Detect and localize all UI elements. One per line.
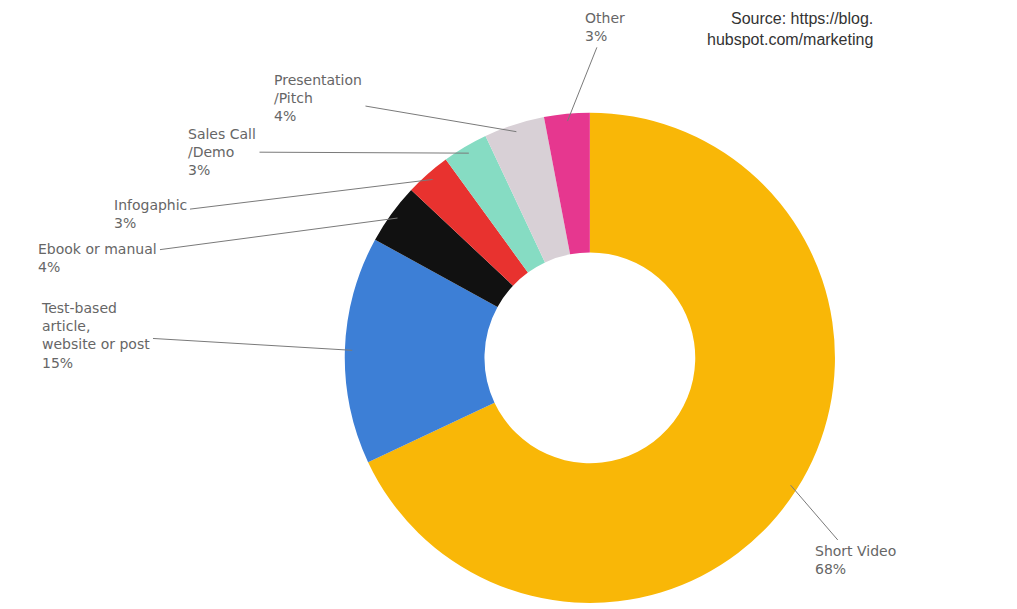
svg-text:Infogaphic3%: Infogaphic3% bbox=[114, 197, 187, 231]
svg-text:Test-basedarticle,website or p: Test-basedarticle,website or post15% bbox=[41, 300, 150, 371]
svg-text:Short Video68%: Short Video68% bbox=[815, 543, 896, 577]
svg-text:Ebook or manual4%: Ebook or manual4% bbox=[38, 241, 157, 275]
svg-text:Source: https://blog.hubspot.c: Source: https://blog.hubspot.com/marketi… bbox=[707, 10, 873, 48]
svg-text:Sales Call/Demo3%: Sales Call/Demo3% bbox=[188, 126, 256, 178]
svg-text:Other3%: Other3% bbox=[585, 10, 625, 44]
svg-text:Presentation/Pitch4%: Presentation/Pitch4% bbox=[274, 72, 362, 124]
